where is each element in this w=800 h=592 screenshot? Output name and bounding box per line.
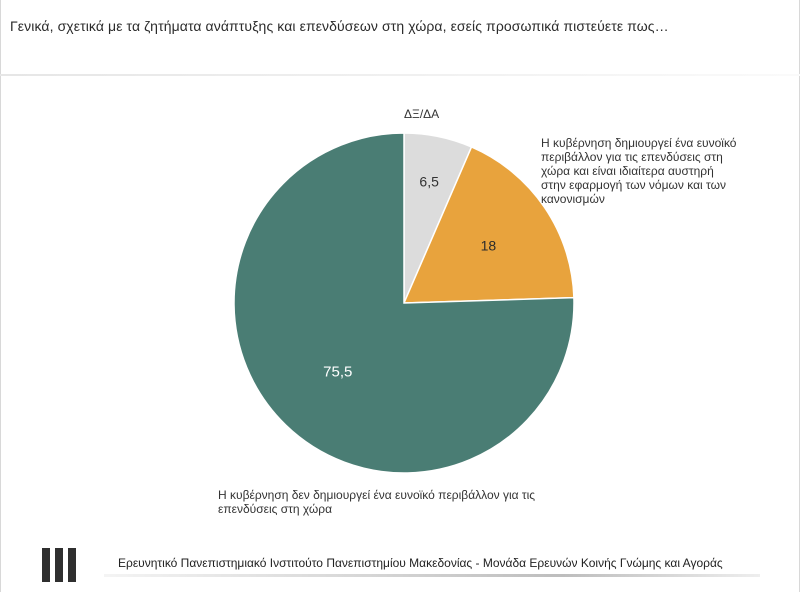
slice-label-favorable: Η κυβέρνηση δημιουργεί ένα ευνοϊκό περιβ… — [541, 136, 737, 206]
slice-label-dk-da: ΔΞ/ΔΑ — [404, 107, 440, 121]
slice-value-not-favorable: 75,5 — [323, 363, 352, 380]
slice-value-dk-da: 6,5 — [419, 173, 439, 189]
title-divider — [0, 74, 800, 76]
pie-slice-favorable — [402, 145, 575, 304]
survey-question: Γενικά, σχετικά με τα ζητήματα ανάπτυξης… — [10, 18, 669, 34]
slice-value-favorable: 18 — [481, 238, 497, 254]
footer-divider — [104, 574, 760, 577]
footer-institute: Ερευνητικό Πανεπιστημιακό Ινστιτούτο Παν… — [118, 556, 723, 570]
slice-label-not-favorable: Η κυβέρνηση δεν δημιουργεί ένα ευνοϊκό π… — [218, 488, 536, 516]
bars-logo-icon — [42, 548, 76, 582]
pie-slice-not-favorable — [233, 132, 575, 474]
